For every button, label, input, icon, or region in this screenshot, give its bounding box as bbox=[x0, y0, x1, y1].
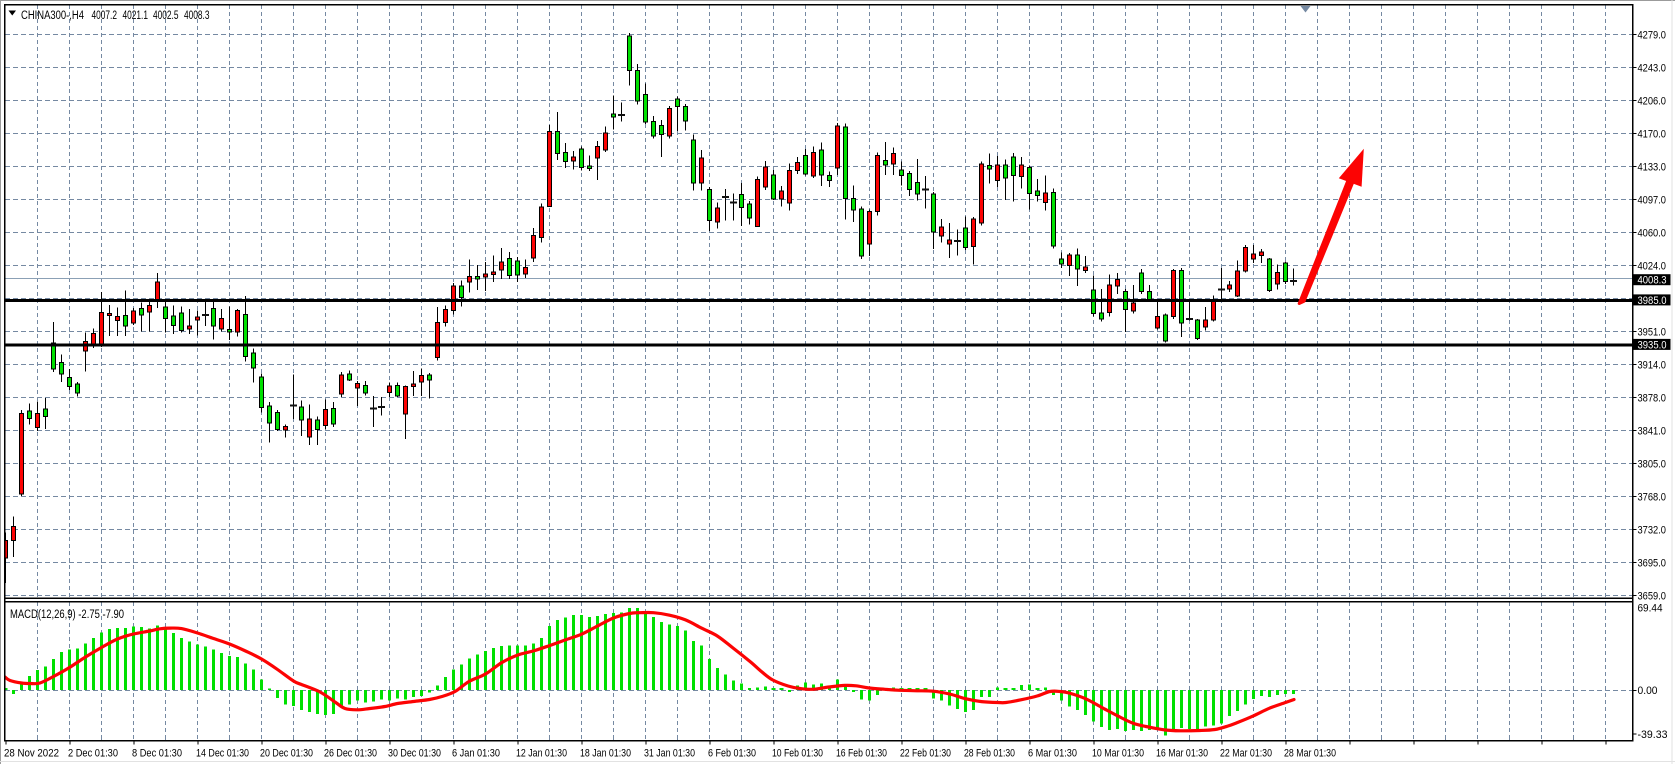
svg-text:20 Dec 01:30: 20 Dec 01:30 bbox=[260, 748, 313, 760]
svg-text:28 Feb 01:30: 28 Feb 01:30 bbox=[964, 748, 1015, 760]
svg-text:4007.2: 4007.2 bbox=[92, 10, 118, 22]
svg-text:4243.0: 4243.0 bbox=[1638, 62, 1667, 74]
svg-text:4024.0: 4024.0 bbox=[1638, 260, 1667, 272]
svg-text:4008.3: 4008.3 bbox=[1638, 275, 1667, 287]
svg-text:3659.0: 3659.0 bbox=[1638, 590, 1667, 602]
svg-text:3951.0: 3951.0 bbox=[1638, 326, 1667, 338]
svg-text:3732.0: 3732.0 bbox=[1638, 524, 1667, 536]
svg-text:3768.0: 3768.0 bbox=[1638, 491, 1667, 503]
svg-text:26 Dec 01:30: 26 Dec 01:30 bbox=[324, 748, 377, 760]
svg-text:4206.0: 4206.0 bbox=[1638, 95, 1667, 107]
svg-text:3914.0: 3914.0 bbox=[1638, 359, 1667, 371]
svg-text:4008.3: 4008.3 bbox=[184, 10, 210, 22]
svg-text:22 Mar 01:30: 22 Mar 01:30 bbox=[1220, 748, 1272, 760]
svg-text:28 Nov 2022: 28 Nov 2022 bbox=[4, 748, 59, 760]
svg-text:10 Mar 01:30: 10 Mar 01:30 bbox=[1092, 748, 1144, 760]
svg-text:14 Dec 01:30: 14 Dec 01:30 bbox=[196, 748, 249, 760]
svg-text:6 Jan 01:30: 6 Jan 01:30 bbox=[452, 748, 500, 760]
svg-text:4021.1: 4021.1 bbox=[123, 10, 149, 22]
svg-text:4097.0: 4097.0 bbox=[1638, 194, 1667, 206]
svg-text:MACD(12,26,9) -2.75 -7.90: MACD(12,26,9) -2.75 -7.90 bbox=[10, 609, 124, 621]
svg-text:6 Feb 01:30: 6 Feb 01:30 bbox=[708, 748, 756, 760]
svg-text:3841.0: 3841.0 bbox=[1638, 425, 1667, 437]
svg-text:4170.0: 4170.0 bbox=[1638, 128, 1667, 140]
svg-text:3878.0: 3878.0 bbox=[1638, 392, 1667, 404]
svg-text:3935.0: 3935.0 bbox=[1638, 339, 1667, 351]
svg-text:6 Mar 01:30: 6 Mar 01:30 bbox=[1028, 748, 1077, 760]
svg-text:3805.0: 3805.0 bbox=[1638, 458, 1667, 470]
svg-text:2 Dec 01:30: 2 Dec 01:30 bbox=[68, 748, 118, 760]
svg-text:30 Dec 01:30: 30 Dec 01:30 bbox=[388, 748, 441, 760]
svg-text:4060.0: 4060.0 bbox=[1638, 227, 1667, 239]
svg-text:69.44: 69.44 bbox=[1638, 603, 1663, 615]
svg-text:8 Dec 01:30: 8 Dec 01:30 bbox=[132, 748, 182, 760]
svg-text:12 Jan 01:30: 12 Jan 01:30 bbox=[516, 748, 567, 760]
svg-text:4279.0: 4279.0 bbox=[1638, 29, 1667, 41]
svg-text:CHINA300-,H4: CHINA300-,H4 bbox=[21, 10, 84, 22]
svg-text:16 Feb 01:30: 16 Feb 01:30 bbox=[836, 748, 887, 760]
svg-text:3985.0: 3985.0 bbox=[1638, 295, 1667, 307]
svg-text:-39.33: -39.33 bbox=[1638, 729, 1668, 741]
svg-text:22 Feb 01:30: 22 Feb 01:30 bbox=[900, 748, 951, 760]
svg-text:4133.0: 4133.0 bbox=[1638, 161, 1667, 173]
svg-text:10 Feb 01:30: 10 Feb 01:30 bbox=[772, 748, 823, 760]
svg-text:16 Mar 01:30: 16 Mar 01:30 bbox=[1156, 748, 1208, 760]
svg-text:31 Jan 01:30: 31 Jan 01:30 bbox=[644, 748, 695, 760]
svg-text:0.00: 0.00 bbox=[1638, 685, 1658, 697]
svg-text:4002.5: 4002.5 bbox=[153, 10, 179, 22]
svg-text:18 Jan 01:30: 18 Jan 01:30 bbox=[580, 748, 631, 760]
svg-text:3695.0: 3695.0 bbox=[1638, 557, 1667, 569]
svg-text:28 Mar 01:30: 28 Mar 01:30 bbox=[1284, 748, 1336, 760]
